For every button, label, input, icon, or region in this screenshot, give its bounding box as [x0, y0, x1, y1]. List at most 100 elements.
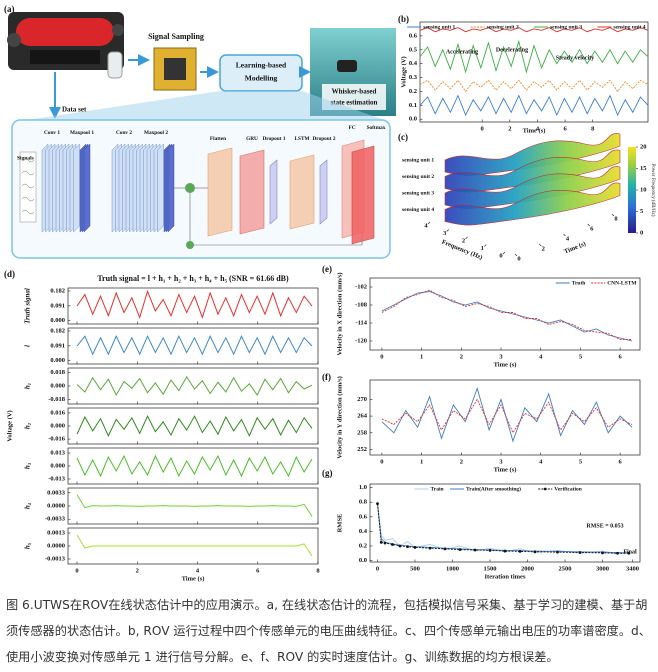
y-tick-label: 0.0033 — [47, 489, 66, 496]
x-tick-label: 2 — [136, 567, 139, 574]
series-line — [381, 386, 633, 443]
chip — [153, 47, 197, 91]
series-line — [381, 289, 633, 340]
x-tick-label: 2 — [460, 353, 463, 360]
series-marker — [616, 551, 619, 555]
y-tick — [563, 233, 566, 237]
x-tick-label: 3000 — [596, 565, 609, 572]
y-tick-label: -0.013 — [48, 475, 66, 482]
x-tick-label: 5 — [579, 353, 583, 360]
y-tick-label: 0.000 — [50, 357, 65, 364]
legend-label: sensing unit 3 — [550, 24, 582, 30]
annotation: Accelerating — [446, 49, 478, 55]
y-axis-label: Velocity in Y direction (mm/s) — [336, 376, 343, 459]
x-tick — [484, 244, 487, 247]
x-axis-label: Time (s) — [494, 361, 517, 368]
layer-block — [319, 159, 328, 225]
x-tick-label: 3400 — [626, 565, 639, 572]
series-label: sensing unit 3 — [402, 190, 434, 196]
legend-label: sensing unit 2 — [487, 24, 519, 30]
surface-band — [444, 133, 621, 176]
y-tick-label: 0.182 — [50, 287, 65, 294]
x-tick-label: 0 — [376, 565, 379, 572]
x-tick-label: 4 — [539, 353, 543, 360]
series-marker — [518, 550, 522, 553]
signal-wave — [21, 183, 35, 189]
x-tick-label: 4 — [424, 222, 428, 229]
series-marker — [391, 543, 394, 546]
rov-thruster — [7, 33, 21, 47]
y-tick-label: -0.0013 — [45, 555, 66, 562]
plot-frame — [369, 277, 641, 351]
x-tick-label: 6 — [256, 567, 260, 574]
x-tick-label: 3 — [499, 458, 503, 465]
plot-frame — [369, 483, 641, 563]
layer-label: Flatten — [210, 136, 226, 142]
panel-label: (c) — [398, 132, 408, 142]
colorbar-tick-label: 5 — [640, 208, 644, 215]
y-tick-label: 8 — [614, 215, 618, 222]
zoom-connector — [14, 91, 390, 122]
label: state estimation — [331, 99, 378, 107]
series-line — [419, 39, 649, 74]
y-tick-label: -0.0033 — [45, 516, 66, 523]
x-tick-label: 3 — [499, 353, 503, 360]
layer-label: GRU — [246, 136, 258, 142]
layer-block — [207, 147, 233, 237]
chip-core — [164, 58, 186, 80]
node — [186, 241, 194, 249]
x-tick-label: 2 — [460, 458, 463, 465]
y-tick-label: 0.4 — [409, 60, 418, 67]
rov-illustration — [7, 12, 124, 79]
y-axis-label: Voltage (V) — [400, 56, 407, 87]
x-tick-label: 0 — [380, 458, 383, 465]
series-marker — [458, 548, 462, 552]
x-tick-label: 4 — [536, 125, 540, 132]
caption: 图 6.UTWS在ROV在线状态估计中的应用演示。a, 在线状态估计的流程，包括… — [6, 598, 651, 664]
x-tick-label: 4 — [196, 567, 200, 574]
panel-label: (d) — [4, 269, 15, 279]
plot-frame — [67, 447, 319, 485]
y-tick-label: -0.016 — [48, 436, 66, 443]
series-marker — [413, 546, 417, 549]
row-label: h₁ — [24, 383, 32, 389]
x-tick — [446, 229, 449, 232]
legend-label: Train — [431, 486, 444, 492]
plot-frame — [67, 327, 319, 365]
x-tick-label: 4 — [539, 458, 543, 465]
y-tick-label: 0.018 — [50, 369, 65, 376]
row-label: h₅ — [24, 542, 32, 549]
x-tick-label: 1500 — [484, 565, 497, 572]
x-tick-label: 0 — [499, 252, 502, 259]
y-tick-label: 0.013 — [50, 449, 65, 456]
series-line — [381, 398, 633, 434]
x-tick-label: 5 — [579, 458, 583, 465]
y-tick-label: 258 — [357, 429, 368, 436]
x-tick-label: 1000 — [446, 565, 459, 572]
plot-frame — [67, 407, 319, 445]
y-tick-label: 4 — [566, 235, 570, 242]
x-tick-label: 0 — [75, 567, 78, 574]
y-tick — [539, 243, 542, 247]
x-axis-label: Iteration times — [485, 573, 526, 580]
y-tick-label: 0.0 — [409, 116, 417, 123]
y-tick-label: -0.018 — [48, 396, 66, 403]
annotation: Final — [623, 549, 637, 555]
layer-label: Maxpool 2 — [144, 130, 168, 136]
legend-label: Verification — [554, 486, 582, 492]
x-tick-label: 500 — [410, 565, 420, 572]
x-tick-label: 8 — [316, 567, 320, 574]
row-label: Truth signal — [24, 288, 32, 324]
y-tick-label: -114 — [355, 319, 367, 326]
colorbar-tick-label: 20 — [640, 143, 647, 150]
y-tick-label: 0.091 — [50, 302, 65, 309]
x-tick-label: 2 — [462, 237, 465, 244]
surface-band — [444, 149, 621, 193]
colorbar-tick-label: 15 — [640, 165, 647, 172]
x-tick — [465, 236, 468, 240]
x-axis-label: Time (s) — [494, 466, 517, 473]
y-tick-label: 0.0 — [359, 557, 367, 564]
layer-label: LSTM — [294, 136, 309, 142]
layer-label: Dropout 2 — [312, 136, 335, 142]
series-marker — [376, 502, 379, 506]
